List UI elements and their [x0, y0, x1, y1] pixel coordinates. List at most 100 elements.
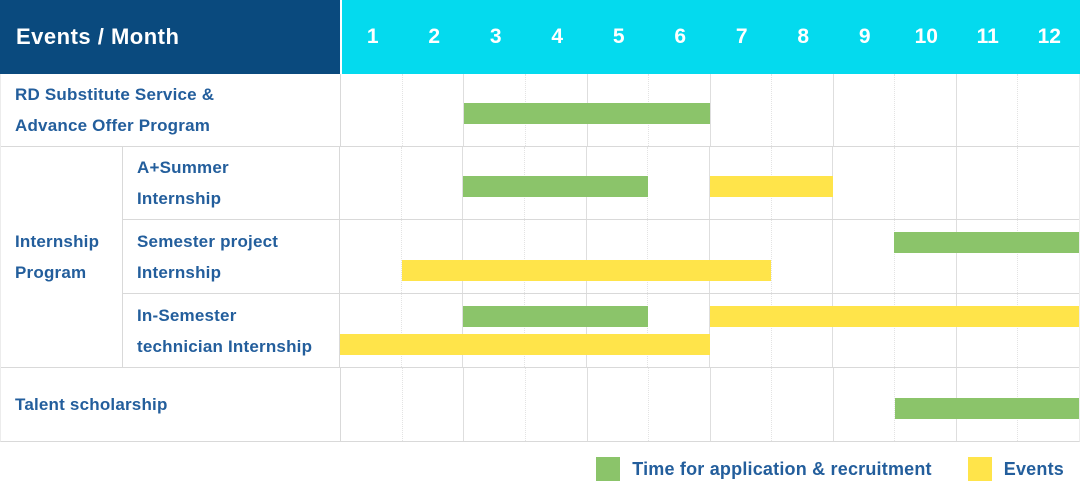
group-label-line: Internship [15, 232, 100, 251]
legend-label-application: Time for application & recruitment [632, 458, 932, 479]
month-grid-cell [957, 147, 1019, 219]
row-label-semester-project-internship: Semester project Internship [123, 220, 339, 293]
chart-row-talent-scholarship [340, 368, 1079, 441]
month-grid-cell [648, 147, 711, 219]
legend-item-application: Time for application & recruitment [596, 457, 932, 481]
green-gantt-bar [894, 397, 1079, 419]
yellow-gantt-bar [709, 176, 833, 197]
month-grid-cell [341, 368, 403, 441]
month-grid-cell [402, 294, 464, 367]
month-grid-cell [772, 294, 834, 367]
green-gantt-bar [464, 103, 711, 124]
chart-row-semester-project-internship [339, 220, 1079, 293]
month-grid-cell [340, 294, 402, 367]
month-grid-cell [463, 294, 526, 367]
row-label-line: Internship [137, 189, 222, 208]
month-grid-cell [464, 368, 527, 441]
legend: Time for application & recruitment Event… [0, 457, 1080, 481]
month-grid-cell [710, 294, 772, 367]
month-grid-cell [341, 74, 403, 146]
month-grid-cell [834, 74, 896, 146]
row-label-line: RD Substitute Service & [15, 85, 215, 104]
row-label-line: Talent scholarship [15, 395, 168, 414]
green-gantt-bar [463, 176, 648, 197]
month-grid-cell [710, 220, 772, 293]
events-month-header: Events / Month [0, 0, 340, 74]
row-in-semester-technician-internship: In-Semester technician Internship [123, 293, 1079, 367]
month-grid-cell [340, 147, 402, 219]
month-grid-cell [711, 368, 773, 441]
row-label-rd-substitute-service: RD Substitute Service & Advance Offer Pr… [1, 74, 340, 146]
month-grid-cell [587, 220, 649, 293]
month-grid-cell [833, 220, 896, 293]
green-swatch-icon [596, 457, 621, 481]
month-grid-cell [340, 220, 402, 293]
month-header-11: 11 [976, 25, 999, 48]
group-label-internship-program: Internship Program [1, 147, 123, 367]
chart-row-rd-substitute-service [340, 74, 1079, 146]
month-header-6: 6 [674, 25, 687, 48]
month-grid-cell [833, 147, 896, 219]
chart-row-a-plus-summer-internship [339, 147, 1079, 219]
month-header-7: 7 [735, 25, 748, 48]
month-header-3: 3 [489, 25, 502, 48]
month-grid-cell [834, 368, 896, 441]
legend-item-events: Events [967, 457, 1064, 481]
month-grid-cell [588, 368, 650, 441]
month-grid-cell [711, 74, 773, 146]
month-grid-cell [525, 220, 587, 293]
group-label-line: Program [15, 263, 87, 282]
month-grid-cell [957, 220, 1019, 293]
row-label-line: Internship [137, 262, 222, 282]
row-talent-scholarship: Talent scholarship [1, 368, 1079, 441]
table-header-row: Events / Month 1 2 3 4 5 6 7 8 9 10 11 12 [0, 0, 1080, 74]
month-grid-cell [403, 74, 465, 146]
green-gantt-bar [463, 306, 648, 327]
row-label-line: Advance Offer Program [15, 116, 211, 135]
month-grid-cell [1018, 147, 1079, 219]
month-grid-cell [402, 220, 464, 293]
month-grid-cell [957, 74, 1019, 146]
month-header-5: 5 [612, 25, 625, 48]
month-grid-cell [957, 294, 1019, 367]
chart-row-in-semester-technician-internship [339, 294, 1079, 367]
row-label-line: A+Summer [137, 158, 229, 177]
month-grid-cell [772, 368, 834, 441]
month-grid-cell [525, 294, 587, 367]
month-grid-cell [403, 368, 465, 441]
month-grid-cell [895, 74, 957, 146]
month-grid-cell [895, 147, 957, 219]
month-grid-cell [895, 220, 957, 293]
month-grid-cell [526, 368, 588, 441]
month-grid-cell [833, 294, 896, 367]
gantt-table: Events / Month 1 2 3 4 5 6 7 8 9 10 11 12 RD Substi… [0, 0, 1080, 442]
row-label-line: In-Semester [137, 305, 237, 325]
legend-label-events: Events [1003, 458, 1064, 479]
month-grid-cell [649, 74, 711, 146]
row-semester-project-internship: Semester project Internship [123, 219, 1079, 293]
month-header-10: 10 [914, 25, 938, 48]
month-grid-cell [1018, 294, 1079, 367]
row-label-line: Semester project [137, 231, 279, 251]
row-a-plus-summer-internship: A+Summer Internship [123, 147, 1079, 219]
internship-program-subrows: A+Summer Internship Semester project Int… [123, 147, 1079, 367]
month-grid-cell [402, 147, 464, 219]
yellow-gantt-bar [340, 334, 710, 355]
green-gantt-bar [894, 232, 1079, 253]
month-grid-cell [1018, 220, 1079, 293]
month-grid-cell [649, 368, 711, 441]
row-rd-substitute-service: RD Substitute Service & Advance Offer Pr… [1, 74, 1079, 147]
month-grid-cell [648, 220, 711, 293]
month-header-2: 2 [428, 25, 441, 48]
month-header-8: 8 [797, 25, 810, 48]
month-header-4: 4 [551, 25, 564, 48]
month-grid-cell [772, 147, 834, 219]
month-header-1: 1 [366, 25, 379, 48]
month-header-9: 9 [858, 25, 871, 48]
row-label-line: technician Internship [137, 336, 313, 356]
row-label-a-plus-summer-internship: A+Summer Internship [123, 147, 339, 219]
row-label-in-semester-technician-internship: In-Semester technician Internship [123, 294, 339, 367]
internship-program-group: Internship Program A+Summer Internship S… [1, 147, 1079, 368]
table-body: RD Substitute Service & Advance Offer Pr… [0, 74, 1080, 442]
row-label-talent-scholarship: Talent scholarship [1, 368, 340, 441]
